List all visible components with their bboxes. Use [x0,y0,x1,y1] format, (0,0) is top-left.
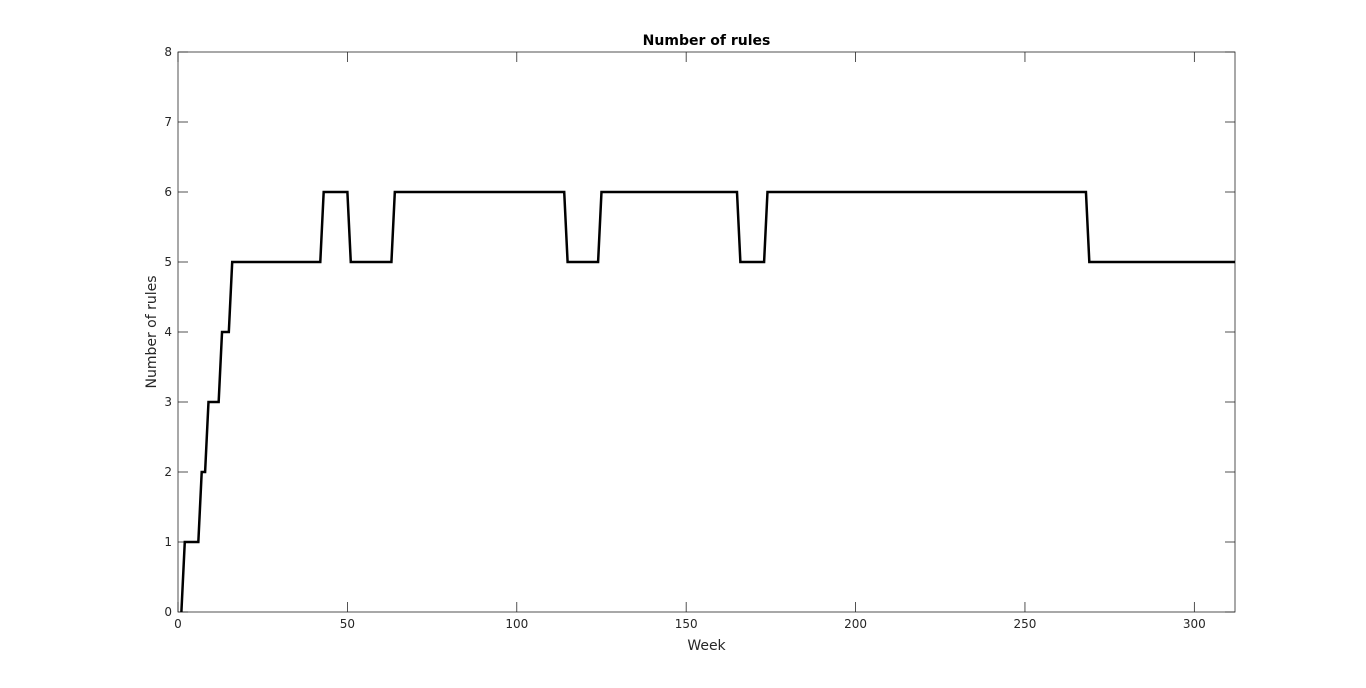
x-tick-label: 100 [505,617,528,631]
x-tick-label: 50 [340,617,355,631]
x-tick-label: 150 [675,617,698,631]
x-tick-label: 300 [1183,617,1206,631]
y-tick-label: 0 [164,605,172,619]
y-tick-label: 5 [164,255,172,269]
y-tick-label: 3 [164,395,172,409]
x-tick-label: 0 [174,617,182,631]
y-tick-label: 2 [164,465,172,479]
series-line [180,190,1235,613]
y-tick-label: 6 [164,185,172,199]
x-tick-label: 200 [844,617,867,631]
x-tick-label: 250 [1014,617,1037,631]
y-tick-label: 4 [164,325,172,339]
y-axis-label: Number of rules [144,275,160,388]
y-tick-label: 7 [164,115,172,129]
x-axis-label: Week [687,638,726,654]
chart-title: Number of rules [643,33,771,49]
y-tick-label: 1 [164,535,172,549]
plot-area-box [177,51,1236,613]
y-tick-label: 8 [164,45,172,59]
